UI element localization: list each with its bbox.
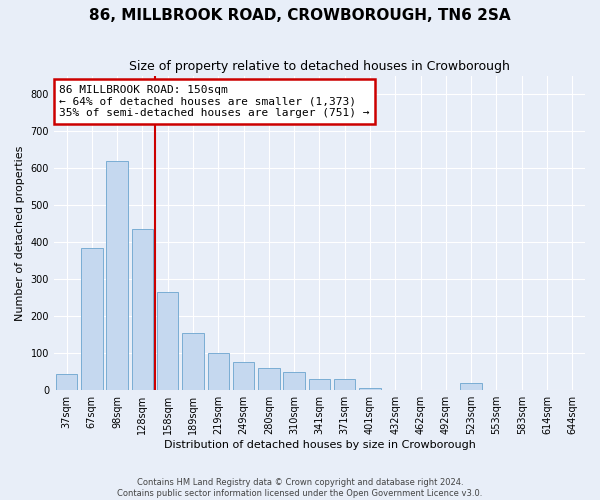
Title: Size of property relative to detached houses in Crowborough: Size of property relative to detached ho… — [129, 60, 510, 73]
Bar — [309, 379, 330, 390]
Bar — [334, 379, 355, 390]
Bar — [56, 374, 77, 390]
Text: Contains HM Land Registry data © Crown copyright and database right 2024.
Contai: Contains HM Land Registry data © Crown c… — [118, 478, 482, 498]
Text: 86 MILLBROOK ROAD: 150sqm
← 64% of detached houses are smaller (1,373)
35% of se: 86 MILLBROOK ROAD: 150sqm ← 64% of detac… — [59, 85, 370, 118]
Bar — [460, 383, 482, 390]
Bar — [258, 368, 280, 390]
Y-axis label: Number of detached properties: Number of detached properties — [15, 145, 25, 320]
Bar — [182, 333, 204, 390]
Bar — [283, 372, 305, 390]
Text: 86, MILLBROOK ROAD, CROWBOROUGH, TN6 2SA: 86, MILLBROOK ROAD, CROWBOROUGH, TN6 2SA — [89, 8, 511, 22]
Bar — [81, 248, 103, 390]
Bar — [208, 353, 229, 390]
Bar — [157, 292, 178, 390]
Bar — [106, 160, 128, 390]
Bar — [233, 362, 254, 390]
X-axis label: Distribution of detached houses by size in Crowborough: Distribution of detached houses by size … — [164, 440, 475, 450]
Bar — [359, 388, 381, 390]
Bar — [131, 229, 153, 390]
